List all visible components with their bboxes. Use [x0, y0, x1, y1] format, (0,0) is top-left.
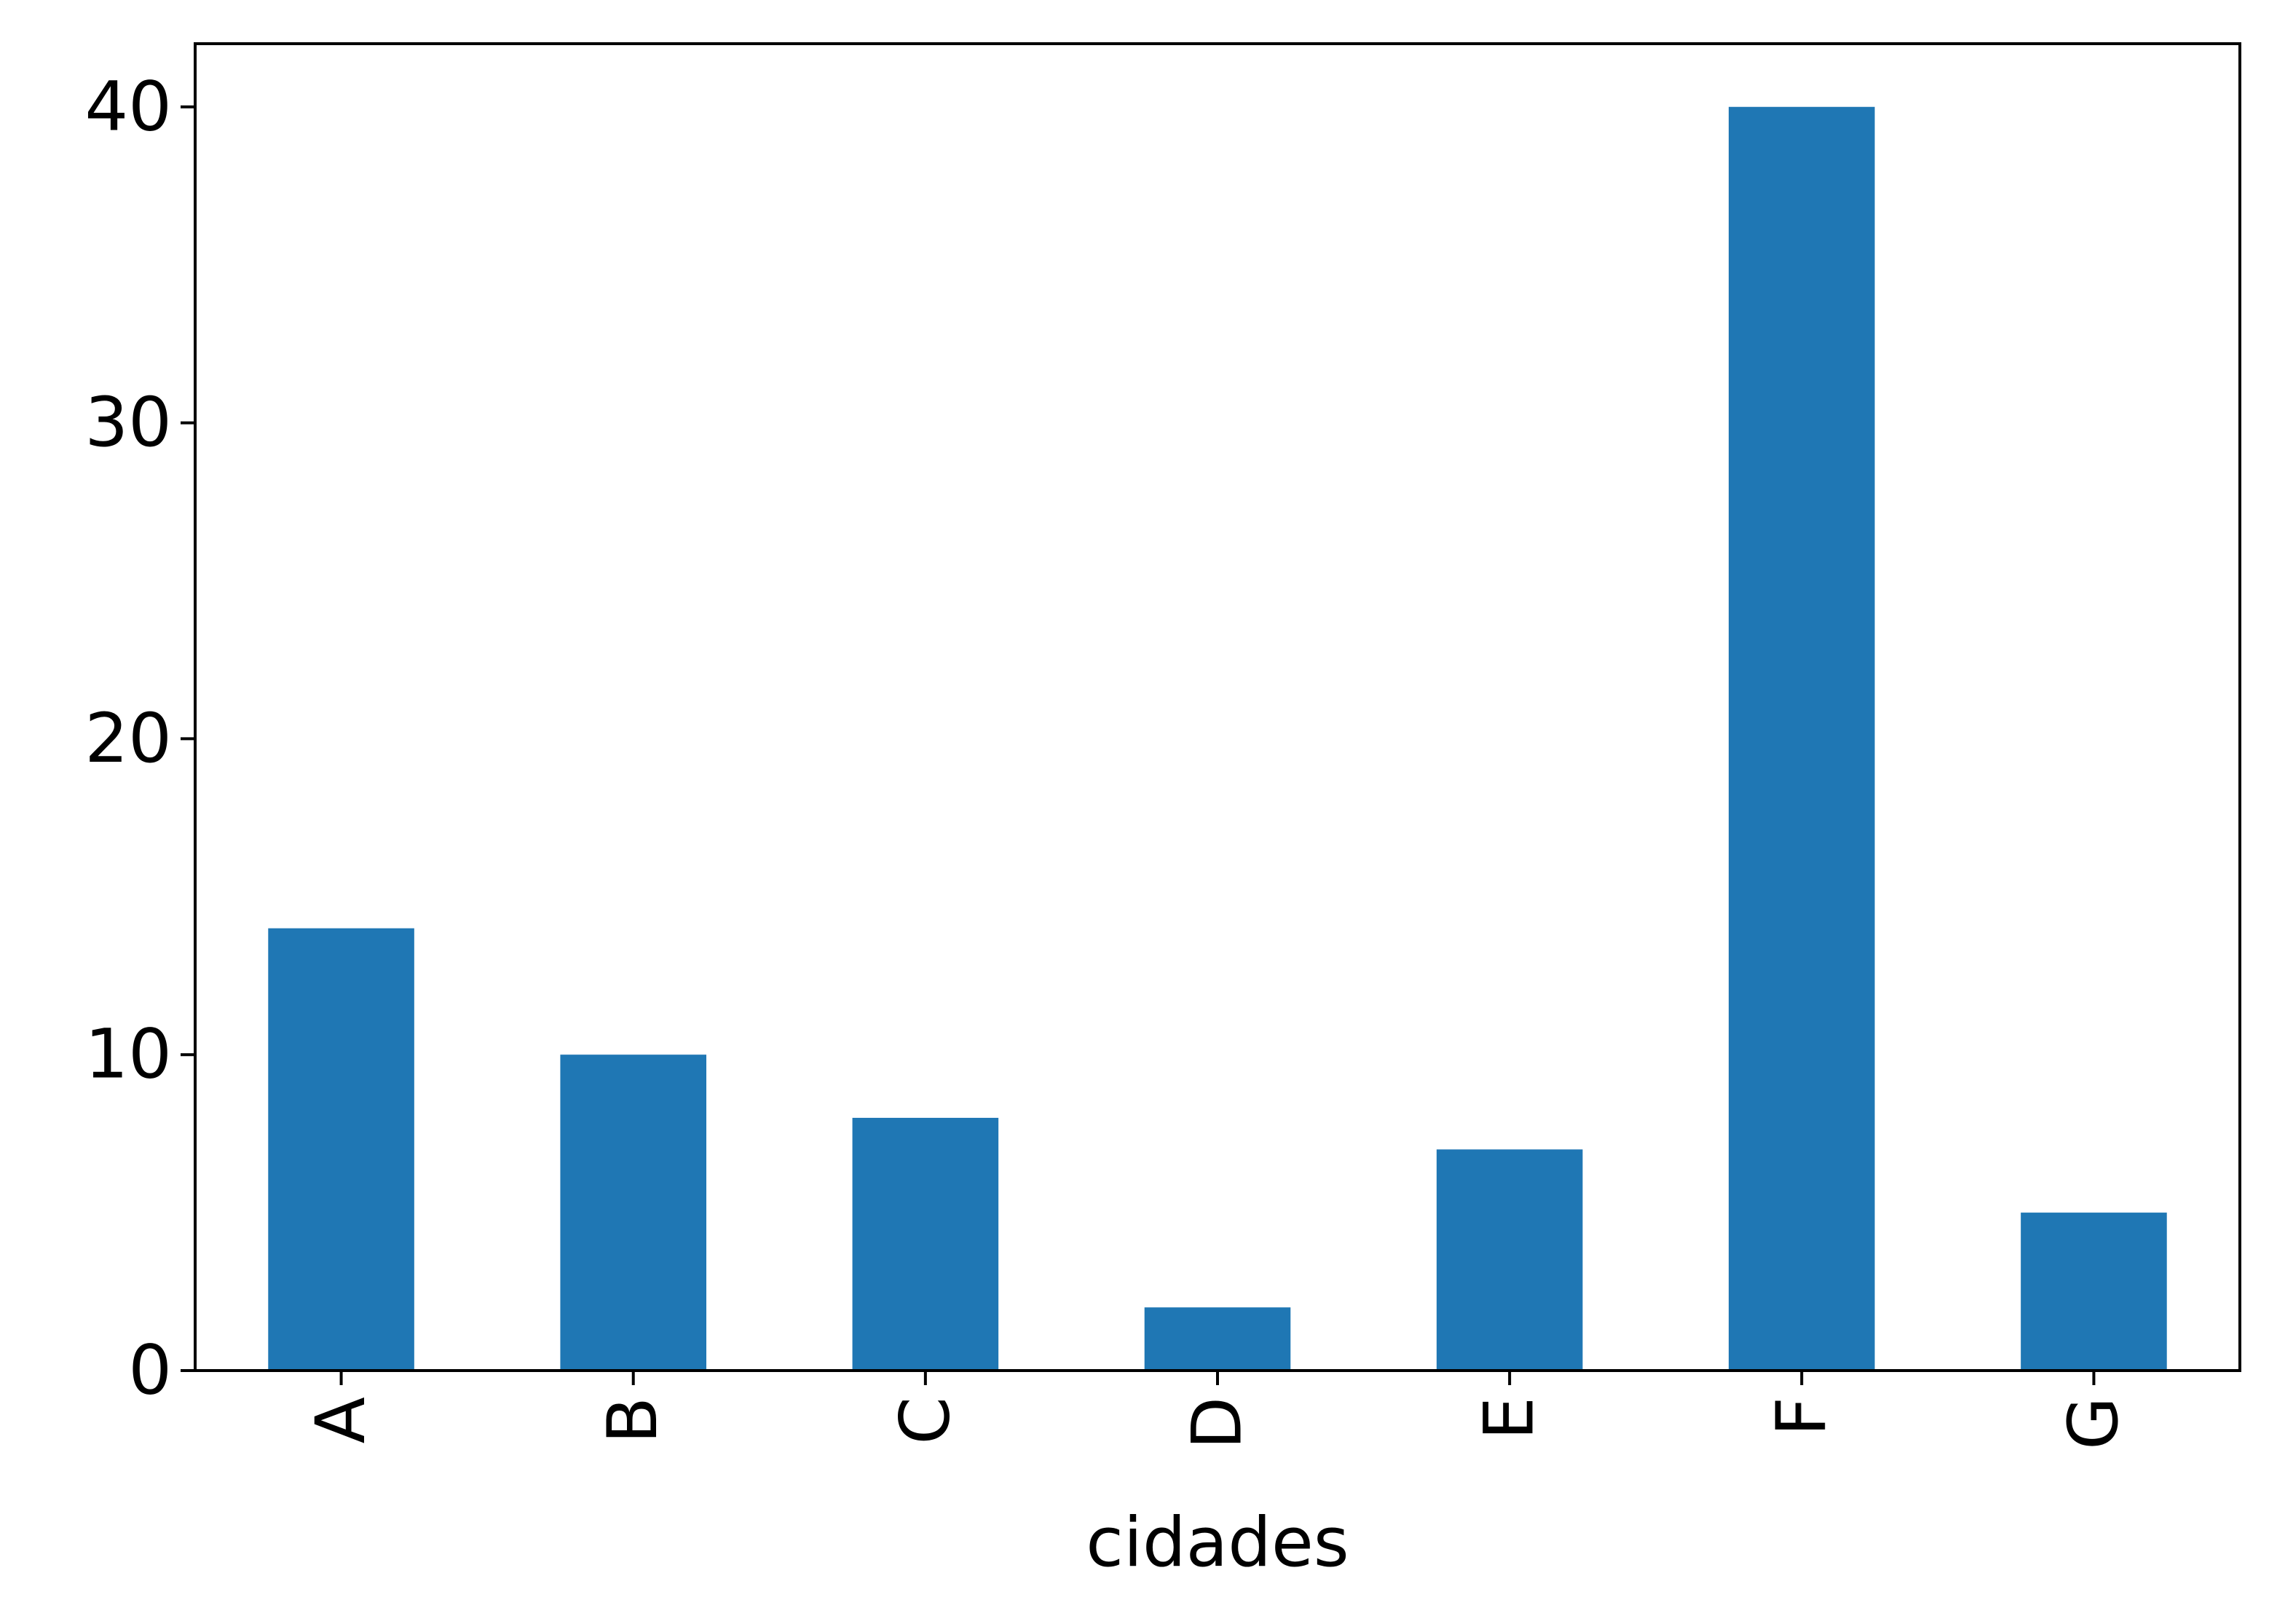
y-tick-label: 20 — [84, 699, 172, 779]
y-tick-label: 0 — [128, 1331, 172, 1411]
bar-b — [560, 1055, 706, 1371]
x-tick-label-c: C — [885, 1397, 965, 1445]
bar-a — [268, 928, 414, 1371]
y-tick-label: 40 — [84, 67, 172, 146]
bar-d — [1144, 1307, 1291, 1371]
x-tick-label-a: A — [301, 1397, 381, 1443]
x-tick-label-g: G — [2054, 1397, 2134, 1450]
bar-f — [1729, 106, 1875, 1371]
x-tick-label-e: E — [1470, 1397, 1550, 1440]
x-tick-label-b: B — [593, 1397, 673, 1444]
x-axis-ticks: A B C D E F G — [301, 1371, 2134, 1450]
y-tick-label: 10 — [84, 1015, 172, 1095]
y-axis-ticks: 0 10 20 30 40 — [84, 67, 195, 1411]
x-tick-label-d: D — [1178, 1397, 1258, 1449]
bar-e — [1436, 1149, 1583, 1371]
x-axis-label: cidades — [1086, 1503, 1349, 1582]
x-tick-label-f: F — [1762, 1397, 1842, 1436]
bar-c — [852, 1117, 999, 1371]
y-tick-label: 30 — [84, 383, 172, 462]
bars-layer — [268, 106, 2167, 1371]
bar-g — [2021, 1213, 2167, 1371]
